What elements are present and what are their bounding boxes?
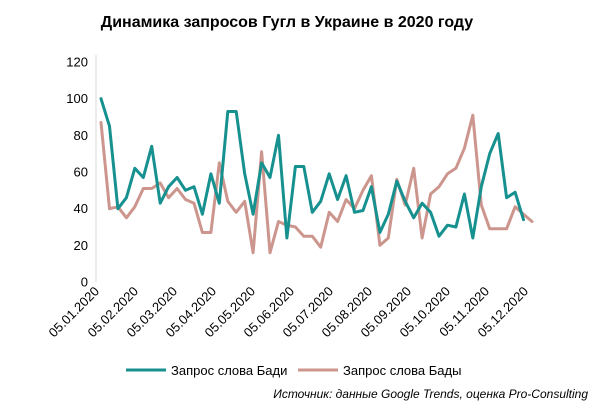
y-tick-label: 120: [66, 55, 88, 70]
source-note: Источник: данные Google Trends, оценка P…: [273, 387, 588, 401]
legend-label-badi: Запрос слова Бади: [171, 363, 287, 378]
legend-label-bady: Запрос слова Бады: [343, 363, 461, 378]
y-tick-label: 40: [74, 201, 88, 216]
y-tick-label: 60: [74, 165, 88, 180]
y-axis-ticks: 0 20 40 60 80 100 120: [66, 55, 88, 290]
y-tick-label: 80: [74, 128, 88, 143]
series-line-bady: [99, 113, 534, 255]
y-tick-label: 0: [81, 275, 88, 290]
x-axis-ticks: 05.01.202005.02.202005.03.202005.04.2020…: [45, 284, 531, 341]
series-line-badi: [99, 97, 525, 240]
y-tick-label: 20: [74, 238, 88, 253]
chart-title: Динамика запросов Гугл в Украине в 2020 …: [101, 14, 473, 31]
y-tick-label: 100: [66, 91, 88, 106]
series-lines: [99, 97, 534, 255]
legend: Запрос слова Бади Запрос слова Бады: [126, 363, 461, 378]
